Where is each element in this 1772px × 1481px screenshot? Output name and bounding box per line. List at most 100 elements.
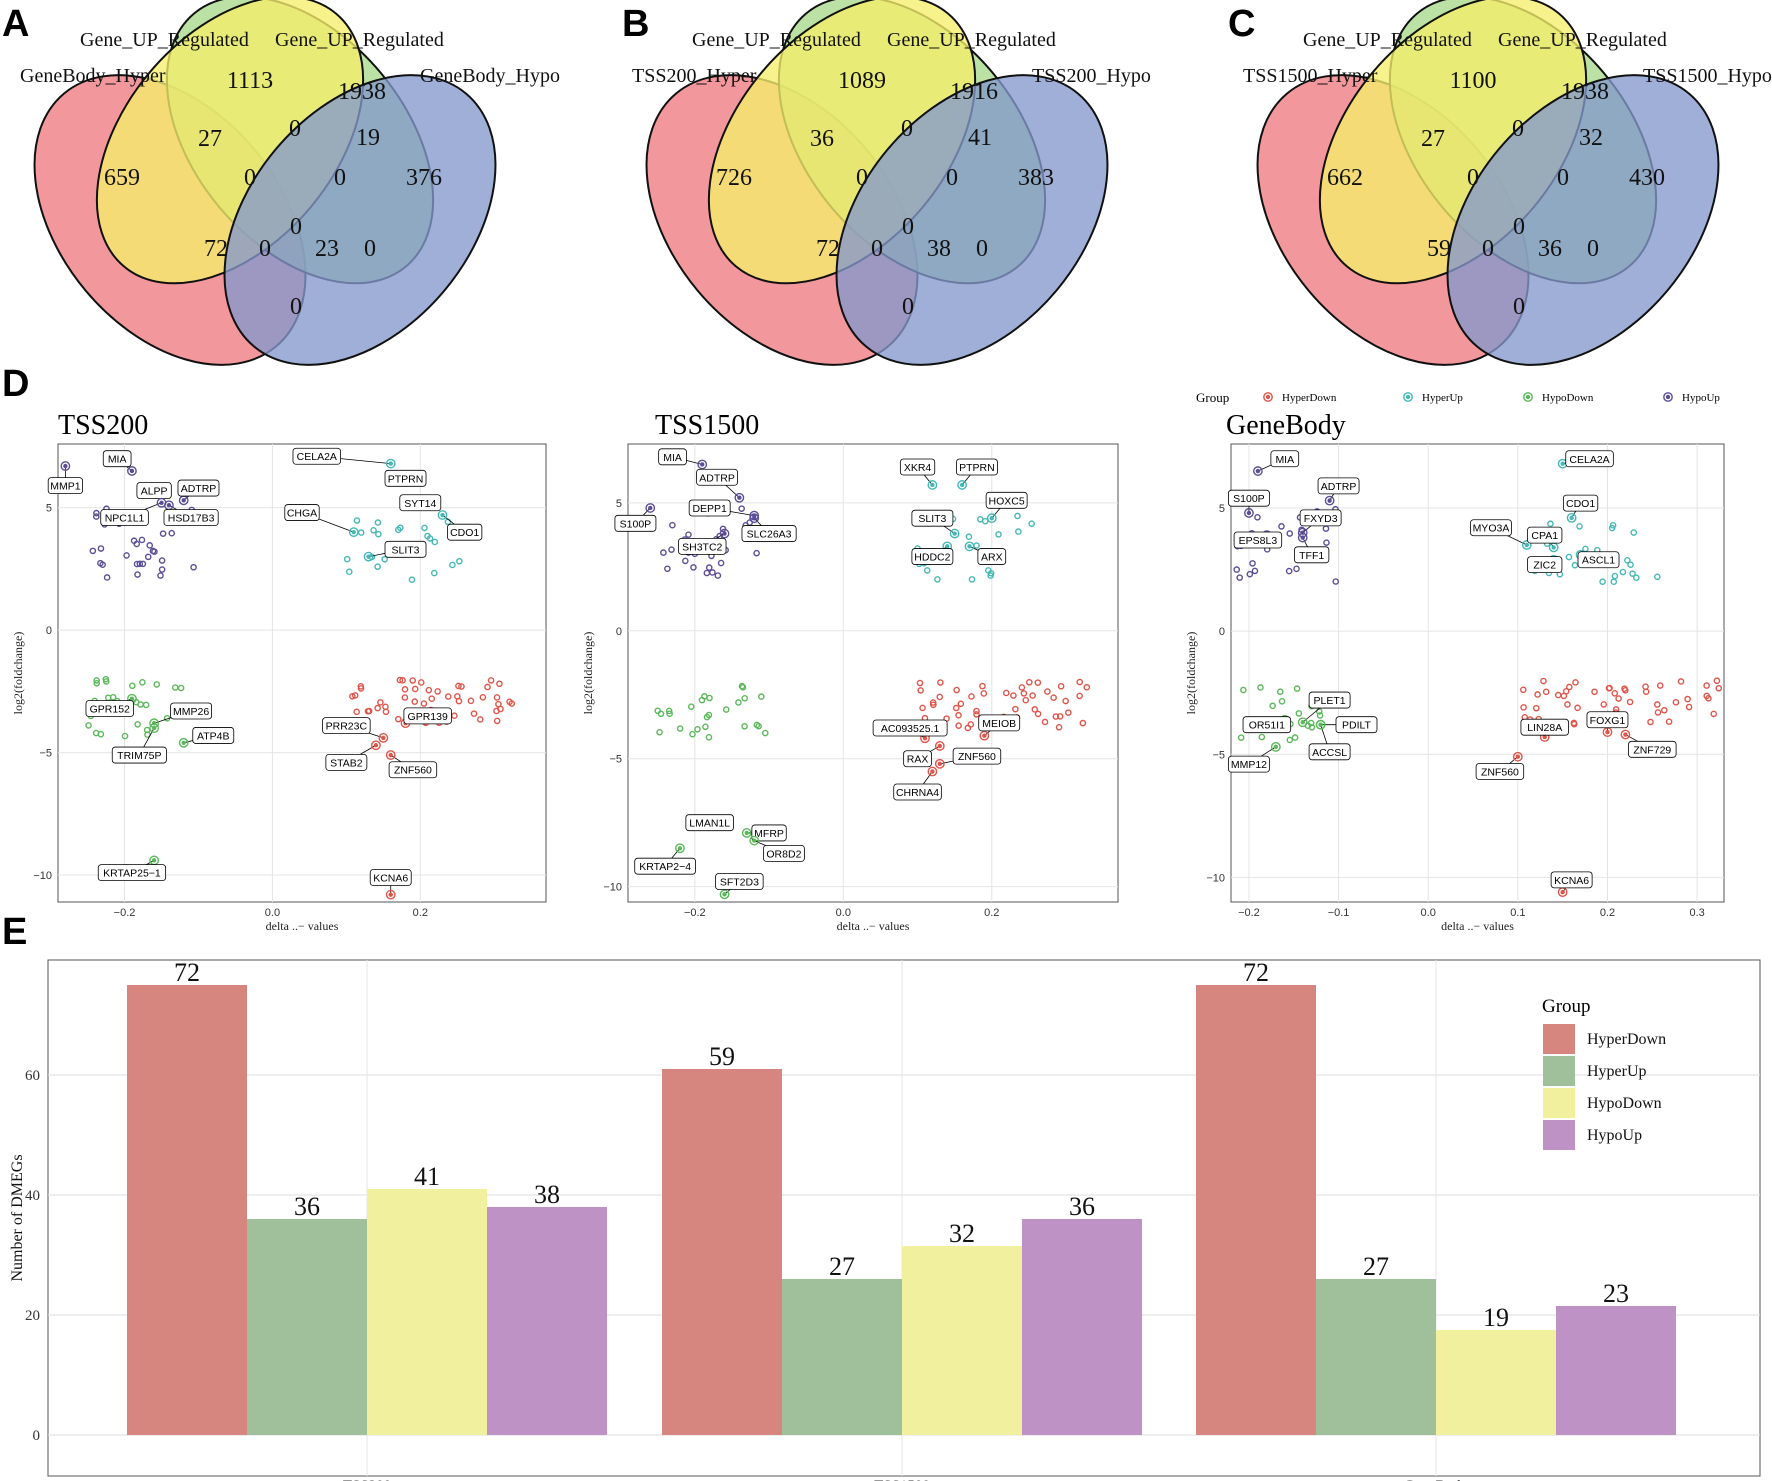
venn-set-label: TSS1500_Hypo (1643, 65, 1772, 87)
labeled-point-ring (934, 758, 945, 769)
gene-label: NPC1L1 (105, 512, 145, 524)
data-point (973, 707, 980, 715)
data-point (984, 567, 992, 574)
x-tick-label: 0.0 (265, 907, 280, 919)
gene-label-box (1520, 718, 1569, 736)
venn-set-label: Gene_UP_Regulated (80, 29, 249, 51)
data-point (455, 682, 462, 690)
gene-label-box (384, 469, 427, 487)
x-tick-label: 0.1 (1510, 907, 1525, 919)
gene-label: MIA (108, 454, 127, 466)
data-point (157, 572, 164, 579)
x-axis-label: delta ..− values (1441, 919, 1514, 933)
gene-label-box (696, 468, 738, 486)
venn-count-c34: 19 (356, 125, 380, 151)
venn-set-label: TSS200_Hyper (632, 65, 757, 87)
data-point (365, 707, 373, 715)
gene-label: ZIC2 (1533, 560, 1556, 572)
gene-label: KRTAP2−4 (639, 861, 691, 873)
gene-label: XKR4 (904, 462, 932, 474)
bar-hyperup (782, 1279, 902, 1435)
venn-count-only3: 1938 (338, 79, 386, 105)
data-point (1079, 719, 1087, 727)
data-point (1647, 718, 1654, 726)
data-point (1286, 736, 1294, 744)
labeled-point (744, 830, 749, 836)
data-point (1591, 688, 1598, 696)
bar-hypoup (1556, 1306, 1676, 1435)
gene-label: ACCSL (1312, 747, 1347, 759)
legend-d-label: HyperDown (1282, 392, 1337, 404)
bar-value-label: 38 (534, 1180, 560, 1209)
data-point (1715, 684, 1723, 692)
labeled-point-ring (149, 723, 160, 734)
labeled-point-ring (1566, 512, 1577, 523)
x-tick-label: 0.3 (1689, 907, 1704, 919)
venn-count-only1: 662 (1327, 165, 1363, 191)
panel-letter-e: E (2, 911, 27, 953)
data-point (1653, 701, 1661, 708)
venn-c: TSS1500_Hyper Gene_UP_Regulated Gene_UP_Re… (1243, 0, 1772, 366)
gene-label: SFT2D3 (720, 877, 759, 889)
gene-label: EPS8L3 (1239, 535, 1278, 547)
bar-legend-label: HypoDown (1587, 1095, 1662, 1112)
data-point (664, 565, 671, 573)
data-point (1044, 688, 1051, 695)
gene-label: ALPP (141, 486, 168, 498)
gene-label: ADTRP (181, 483, 217, 495)
scatter-tss200: −0.2 0.0 0.2 5 0 −5 −10 TSS200 delta ..− values l… (11, 410, 547, 933)
data-point (153, 681, 161, 688)
labeled-point (937, 743, 943, 749)
data-point (1291, 734, 1299, 741)
venn-count-c124: 0 (871, 236, 883, 262)
data-point (411, 685, 419, 693)
venn-count-only3: 1916 (950, 79, 998, 105)
data-point (374, 519, 382, 526)
data-point (1076, 678, 1084, 686)
data-point (1020, 690, 1028, 697)
labeled-point-ring (741, 828, 752, 838)
data-point (916, 679, 924, 687)
data-point (1323, 539, 1330, 546)
venn-set-label: TSS1500_Hyper (1243, 65, 1378, 87)
gene-label: SLIT3 (918, 513, 946, 525)
y-tick-label: −5 (609, 754, 622, 766)
x-tick-label: 0.0 (836, 907, 851, 919)
data-point (487, 677, 495, 684)
labeled-point (440, 512, 445, 518)
gene-label: CELA2A (1569, 454, 1609, 466)
venn-set-label: GeneBody_Hyper (20, 65, 166, 87)
x-axis-label: delta ..− values (837, 919, 910, 933)
data-point (1713, 677, 1721, 685)
labeled-point-ring (127, 466, 137, 476)
data-point (952, 704, 960, 712)
data-point (377, 699, 384, 706)
gene-label-box (911, 509, 954, 527)
y-tick-label: −10 (1206, 872, 1225, 884)
labeled-point-ring (371, 740, 381, 751)
data-point (668, 546, 675, 553)
data-point (1626, 698, 1634, 706)
legend-d-dot (1265, 394, 1271, 400)
data-point (434, 688, 441, 695)
data-point (1656, 682, 1664, 689)
venn-count-only4: 383 (1018, 165, 1054, 191)
data-point (1703, 682, 1710, 689)
x-tick-label: 0.0 (1421, 907, 1436, 919)
data-point (146, 542, 154, 549)
data-point (758, 693, 765, 700)
data-point (444, 693, 452, 700)
bar-value-label: 41 (414, 1162, 440, 1191)
bar-value-label: 32 (949, 1219, 975, 1248)
gene-label: KRTAP25−1 (103, 868, 161, 880)
gene-label-box (97, 864, 167, 882)
data-point (714, 572, 722, 579)
data-point (374, 563, 381, 570)
data-point (453, 693, 461, 700)
data-point (965, 533, 973, 541)
bar-hyperup (247, 1219, 367, 1435)
gene-label-box (1242, 716, 1292, 734)
labeled-point-ring (385, 750, 396, 760)
labeled-point (648, 505, 653, 511)
